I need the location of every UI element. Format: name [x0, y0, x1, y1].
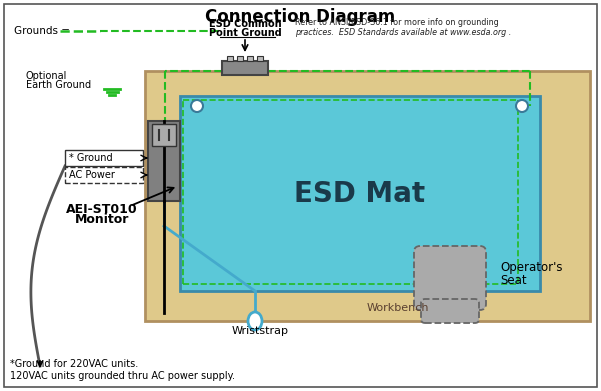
- Bar: [247, 56, 253, 61]
- Text: Grounds =: Grounds =: [14, 26, 70, 36]
- Bar: [227, 56, 233, 61]
- Bar: [152, 124, 176, 146]
- Bar: [222, 61, 268, 75]
- Circle shape: [191, 100, 203, 112]
- Text: Operator's: Operator's: [500, 260, 563, 273]
- FancyBboxPatch shape: [421, 299, 479, 323]
- Text: Seat: Seat: [500, 274, 526, 287]
- Text: Earth Ground: Earth Ground: [26, 80, 91, 90]
- Text: ESD Common: ESD Common: [209, 19, 281, 29]
- Text: * Ground: * Ground: [69, 153, 112, 163]
- Text: Refer to ANSI/ESD-S6.1 for more info on grounding: Refer to ANSI/ESD-S6.1 for more info on …: [295, 18, 499, 27]
- Text: Optional: Optional: [26, 71, 67, 81]
- Text: AEI-ST010: AEI-ST010: [66, 203, 138, 216]
- Ellipse shape: [248, 312, 262, 330]
- Text: *Ground for 220VAC units.: *Ground for 220VAC units.: [10, 359, 138, 369]
- Text: 120VAC units grounded thru AC power supply.: 120VAC units grounded thru AC power supp…: [10, 371, 235, 381]
- Bar: [180, 96, 540, 291]
- Text: Connection Diagram: Connection Diagram: [205, 8, 395, 26]
- Bar: [65, 150, 143, 166]
- Text: ESD Mat: ESD Mat: [294, 179, 426, 208]
- Circle shape: [516, 100, 528, 112]
- Bar: [65, 167, 143, 183]
- Bar: [148, 121, 180, 201]
- Text: Workbench: Workbench: [366, 303, 429, 313]
- Text: Monitor: Monitor: [75, 213, 129, 226]
- Bar: [145, 71, 590, 321]
- Text: Point Ground: Point Ground: [209, 28, 281, 38]
- FancyBboxPatch shape: [414, 246, 486, 310]
- Bar: [257, 56, 263, 61]
- Text: AC Power: AC Power: [69, 170, 115, 180]
- Text: Wriststrap: Wriststrap: [231, 326, 288, 336]
- Bar: [237, 56, 243, 61]
- Text: practices.  ESD Standards available at www.esda.org .: practices. ESD Standards available at ww…: [295, 28, 511, 37]
